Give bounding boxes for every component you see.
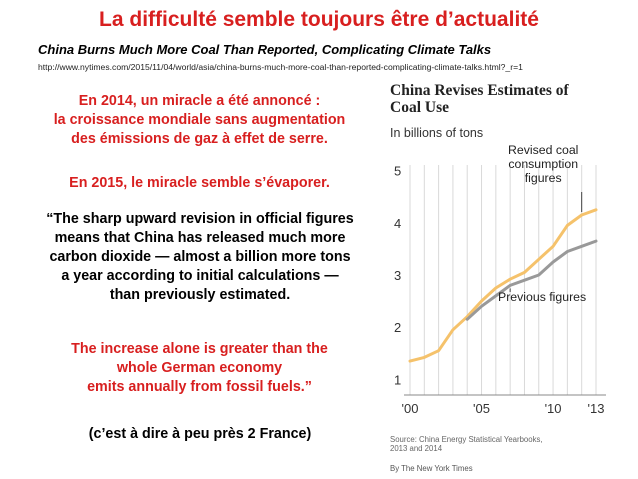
intro-line: la croissance mondiale sans augmentation bbox=[53, 112, 346, 128]
article-url[interactable]: http://www.nytimes.com/2015/11/04/world/… bbox=[38, 62, 523, 72]
quote-line: “The sharp upward revision in official f… bbox=[46, 211, 354, 227]
previous-label-line: Previous figures bbox=[498, 290, 587, 304]
y-tick-label: 5 bbox=[394, 164, 401, 179]
chart-plot: 1 2 3 4 5 '00 '05 '10 '13 bbox=[394, 164, 606, 416]
revised-series-label: Revised coal consumption figures bbox=[508, 143, 578, 185]
x-tick-label: '13 bbox=[588, 401, 605, 416]
source-line: Source: China Energy Statistical Yearboo… bbox=[390, 435, 543, 444]
chart-ylabel: In billions of tons bbox=[390, 126, 484, 140]
article-headline: China Burns Much More Coal Than Reported… bbox=[38, 42, 492, 57]
chart-title: China Revises Estimates of Coal Use bbox=[390, 82, 622, 116]
quote-text: “The sharp upward revision in official f… bbox=[30, 210, 370, 305]
revised-series-line bbox=[408, 208, 598, 363]
chart-title-line: Coal Use bbox=[390, 99, 449, 116]
chart-title-line: China Revises Estimates of bbox=[390, 82, 569, 99]
intro-text: En 2014, un miracle a été annoncé : la c… bbox=[32, 92, 367, 149]
previous-series-line bbox=[465, 239, 598, 321]
quote-red-text: The increase alone is greater than the w… bbox=[32, 340, 367, 397]
quote-line: carbon dioxide — almost a billion more t… bbox=[49, 249, 351, 265]
quote-line: than previously estimated. bbox=[109, 287, 291, 303]
quote-red-line: The increase alone is greater than the bbox=[71, 341, 328, 357]
previous-series-label: Previous figures bbox=[498, 290, 586, 304]
revised-label-line: Revised coal bbox=[508, 143, 579, 157]
y-tick-label: 4 bbox=[394, 216, 401, 231]
revised-label-line: consumption bbox=[508, 157, 579, 171]
quote-line: means that China has released much more bbox=[54, 230, 346, 246]
x-tick-label: '00 bbox=[402, 401, 419, 416]
quote-line: a year according to initial calculations… bbox=[61, 268, 339, 284]
coal-use-chart: China Revises Estimates of Coal Use In b… bbox=[388, 80, 626, 475]
y-tick-label: 1 bbox=[394, 372, 401, 387]
y-tick-label: 2 bbox=[394, 320, 401, 335]
quote-red-line: emits annually from fossil fuels.” bbox=[87, 379, 312, 395]
chart-source: Source: China Energy Statistical Yearboo… bbox=[390, 435, 620, 453]
note-text: (c’est à dire à peu près 2 France) bbox=[30, 425, 370, 444]
slide-title: La difficulté semble toujours être d’act… bbox=[99, 8, 539, 31]
quote-red-line: whole German economy bbox=[116, 360, 283, 376]
chart-credit: By The New York Times bbox=[390, 464, 473, 473]
y-tick-label: 3 bbox=[394, 268, 401, 283]
x-tick-label: '10 bbox=[545, 401, 562, 416]
evaporate-text: En 2015, le miracle semble s’évaporer. bbox=[32, 174, 367, 193]
intro-line: des émissions de gaz à effet de serre. bbox=[71, 131, 328, 147]
x-tick-label: '05 bbox=[473, 401, 490, 416]
evaporate-line: En 2015, le miracle semble s’évaporer. bbox=[69, 175, 330, 191]
note-line: (c’est à dire à peu près 2 France) bbox=[88, 426, 312, 442]
source-line: 2013 and 2014 bbox=[390, 444, 443, 453]
intro-line: En 2014, un miracle a été annoncé : bbox=[78, 93, 321, 109]
revised-label-line: figures bbox=[524, 171, 562, 185]
